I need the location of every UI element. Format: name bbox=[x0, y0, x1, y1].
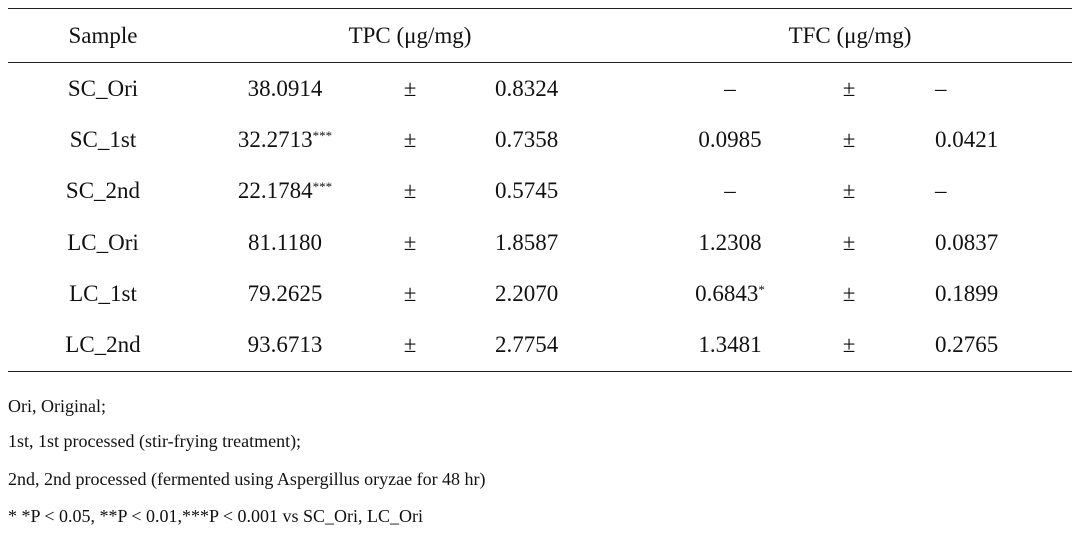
mean-value: 38.0914 bbox=[247, 76, 323, 101]
sd-cell: 0.0421 bbox=[935, 127, 999, 153]
mean-cell: 0.0985 bbox=[580, 125, 880, 155]
sd-cell: 2.2070 bbox=[495, 280, 559, 306]
mean-value: – bbox=[724, 76, 736, 101]
plus-minus: ± bbox=[842, 76, 856, 101]
mean-cell: 79.2625 bbox=[135, 279, 435, 309]
sd-cell: 0.7358 bbox=[495, 127, 559, 153]
sample-cell: LC_1st bbox=[69, 280, 137, 306]
header-rule bbox=[8, 62, 1072, 63]
plus-minus: ± bbox=[403, 127, 417, 153]
footnote: * *P < 0.05, **P < 0.01,***P < 0.001 vs … bbox=[8, 506, 423, 526]
sd-cell: 1.8587 bbox=[495, 229, 559, 255]
mean-value: 93.6713 bbox=[247, 332, 323, 357]
sd-cell: 2.7754 bbox=[495, 332, 559, 357]
sample-cell: LC_2nd bbox=[65, 332, 141, 357]
footnote: Ori, Original; bbox=[8, 396, 106, 416]
plus-minus: ± bbox=[842, 127, 856, 153]
mean-cell: – bbox=[580, 176, 880, 206]
sample-cell: SC_2nd bbox=[65, 178, 141, 204]
sd-cell: 0.8324 bbox=[495, 76, 559, 101]
mean-value: 0.0985 bbox=[698, 127, 762, 153]
top-rule bbox=[8, 8, 1072, 9]
significance-mark: *** bbox=[312, 179, 333, 195]
mean-cell: 32.2713*** bbox=[135, 125, 435, 155]
plus-minus: ± bbox=[403, 229, 417, 255]
sample-cell: SC_Ori bbox=[67, 76, 139, 101]
footnote: 1st, 1st processed (stir-frying treatmen… bbox=[8, 431, 302, 451]
mean-value: 79.2625 bbox=[247, 280, 323, 306]
sd-cell: – bbox=[935, 178, 947, 204]
sd-cell: 0.2765 bbox=[935, 332, 999, 357]
sample-cell: SC_1st bbox=[69, 127, 137, 153]
mean-cell: 38.0914 bbox=[135, 74, 435, 104]
plus-minus: ± bbox=[403, 76, 417, 101]
bottom-rule bbox=[8, 371, 1072, 372]
header-cell: TPC (μg/mg) bbox=[348, 23, 472, 48]
plus-minus: ± bbox=[842, 332, 856, 357]
significance-mark: *** bbox=[312, 128, 333, 144]
mean-cell: 81.1180 bbox=[135, 228, 435, 258]
sd-cell: 0.5745 bbox=[495, 178, 559, 204]
significance-mark: * bbox=[758, 281, 765, 297]
mean-value: 1.3481 bbox=[698, 332, 762, 357]
mean-cell: 0.6843* bbox=[580, 279, 880, 309]
header-cell: TFC (μg/mg) bbox=[788, 23, 912, 48]
mean-cell: 93.6713 bbox=[135, 330, 435, 360]
mean-cell: 1.3481 bbox=[580, 330, 880, 360]
mean-cell: 1.2308 bbox=[580, 228, 880, 258]
sd-cell: – bbox=[935, 76, 947, 101]
mean-value: – bbox=[724, 178, 736, 204]
mean-value: 1.2308 bbox=[698, 229, 762, 255]
plus-minus: ± bbox=[403, 332, 417, 357]
mean-cell: 22.1784*** bbox=[135, 176, 435, 206]
header-cell: Sample bbox=[68, 23, 138, 48]
plus-minus: ± bbox=[842, 229, 856, 255]
plus-minus: ± bbox=[403, 280, 417, 306]
mean-cell: – bbox=[580, 74, 880, 104]
plus-minus: ± bbox=[842, 280, 856, 306]
sd-cell: 0.0837 bbox=[935, 229, 999, 255]
mean-value: 32.2713 bbox=[237, 127, 313, 153]
plus-minus: ± bbox=[403, 178, 417, 204]
sample-cell: LC_Ori bbox=[67, 229, 139, 255]
mean-value: 81.1180 bbox=[248, 229, 322, 255]
plus-minus: ± bbox=[842, 178, 856, 204]
footnote: 2nd, 2nd processed (fermented using Aspe… bbox=[8, 469, 486, 489]
mean-value: 0.6843 bbox=[695, 280, 759, 306]
sd-cell: 0.1899 bbox=[935, 280, 999, 306]
mean-value: 22.1784 bbox=[237, 178, 313, 204]
